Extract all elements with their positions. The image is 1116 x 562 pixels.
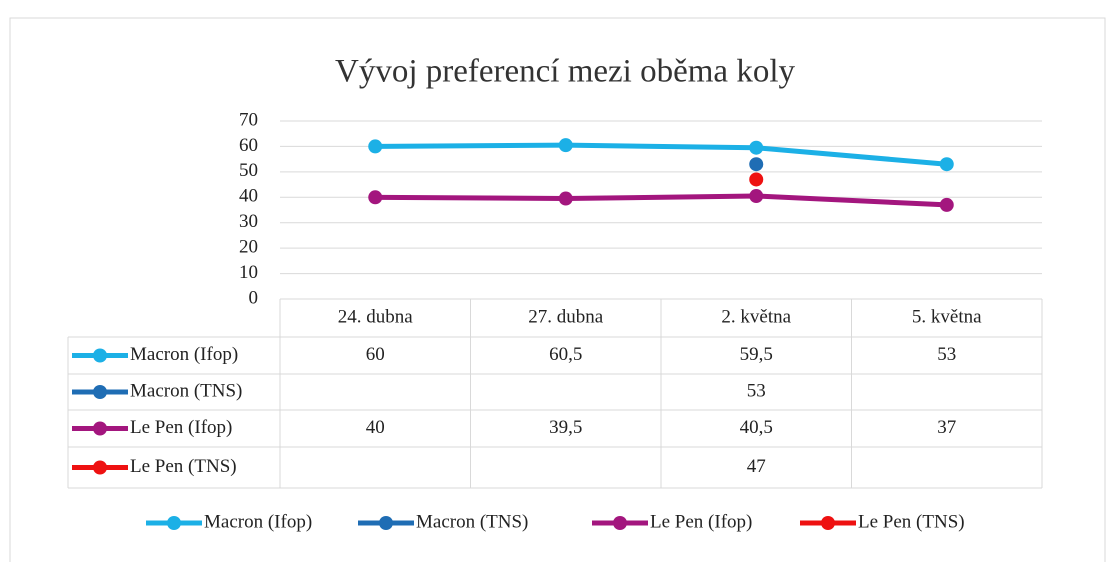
data-point [558,191,573,206]
table-series-name: Macron (Ifop) [130,344,238,365]
y-tick-label: 20 [239,237,258,258]
data-point [939,197,954,212]
legend-label: Macron (TNS) [416,511,528,532]
legend-key-marker [613,516,627,530]
data-point [749,172,764,187]
table-value: 47 [747,456,766,477]
table-value: 60 [366,344,385,365]
x-tick-label: 2. května [721,306,791,327]
data-point [368,190,383,205]
table-value: 59,5 [740,344,773,365]
series-line [375,142,947,167]
legend-key-marker [93,460,107,475]
series-line [375,193,947,208]
y-tick-label: 50 [239,160,258,181]
chart-frame [9,17,1106,562]
legend-key-marker [821,516,835,530]
table-series-name: Le Pen (Ifop) [130,417,232,438]
x-tick-label: 27. dubna [528,306,604,327]
table-value: 40 [366,417,385,438]
table-value: 37 [937,417,956,438]
table-value: 39,5 [549,417,582,438]
data-point [368,139,383,154]
legend-label: Le Pen (Ifop) [650,511,752,532]
legend-key-marker [93,421,107,436]
x-tick-label: 24. dubna [338,306,414,327]
table-series-name: Le Pen (TNS) [130,456,237,477]
legend-key-marker [379,516,393,530]
legend-key-marker [93,348,107,363]
legend-label: Macron (Ifop) [204,511,312,532]
table-value: 53 [937,344,956,365]
y-tick-label: 0 [249,287,259,308]
chart-title: Vývoj preferencí mezi oběma koly [335,54,795,90]
data-point [939,157,954,172]
data-point [558,138,573,153]
data-point [749,140,764,155]
table-series-name: Macron (TNS) [130,380,242,401]
y-tick-label: 40 [239,186,258,207]
legend-label: Le Pen (TNS) [858,511,965,532]
y-tick-label: 10 [239,262,258,283]
y-tick-label: 30 [239,211,258,232]
legend-key-marker [167,516,181,530]
y-tick-label: 60 [239,135,258,156]
table-value: 53 [747,380,766,401]
data-point [749,157,764,172]
table-value: 40,5 [740,417,773,438]
legend-key-marker [93,385,107,399]
x-tick-label: 5. května [912,306,982,327]
table-value: 60,5 [549,344,582,365]
data-point [749,189,764,204]
y-tick-label: 70 [239,109,258,130]
